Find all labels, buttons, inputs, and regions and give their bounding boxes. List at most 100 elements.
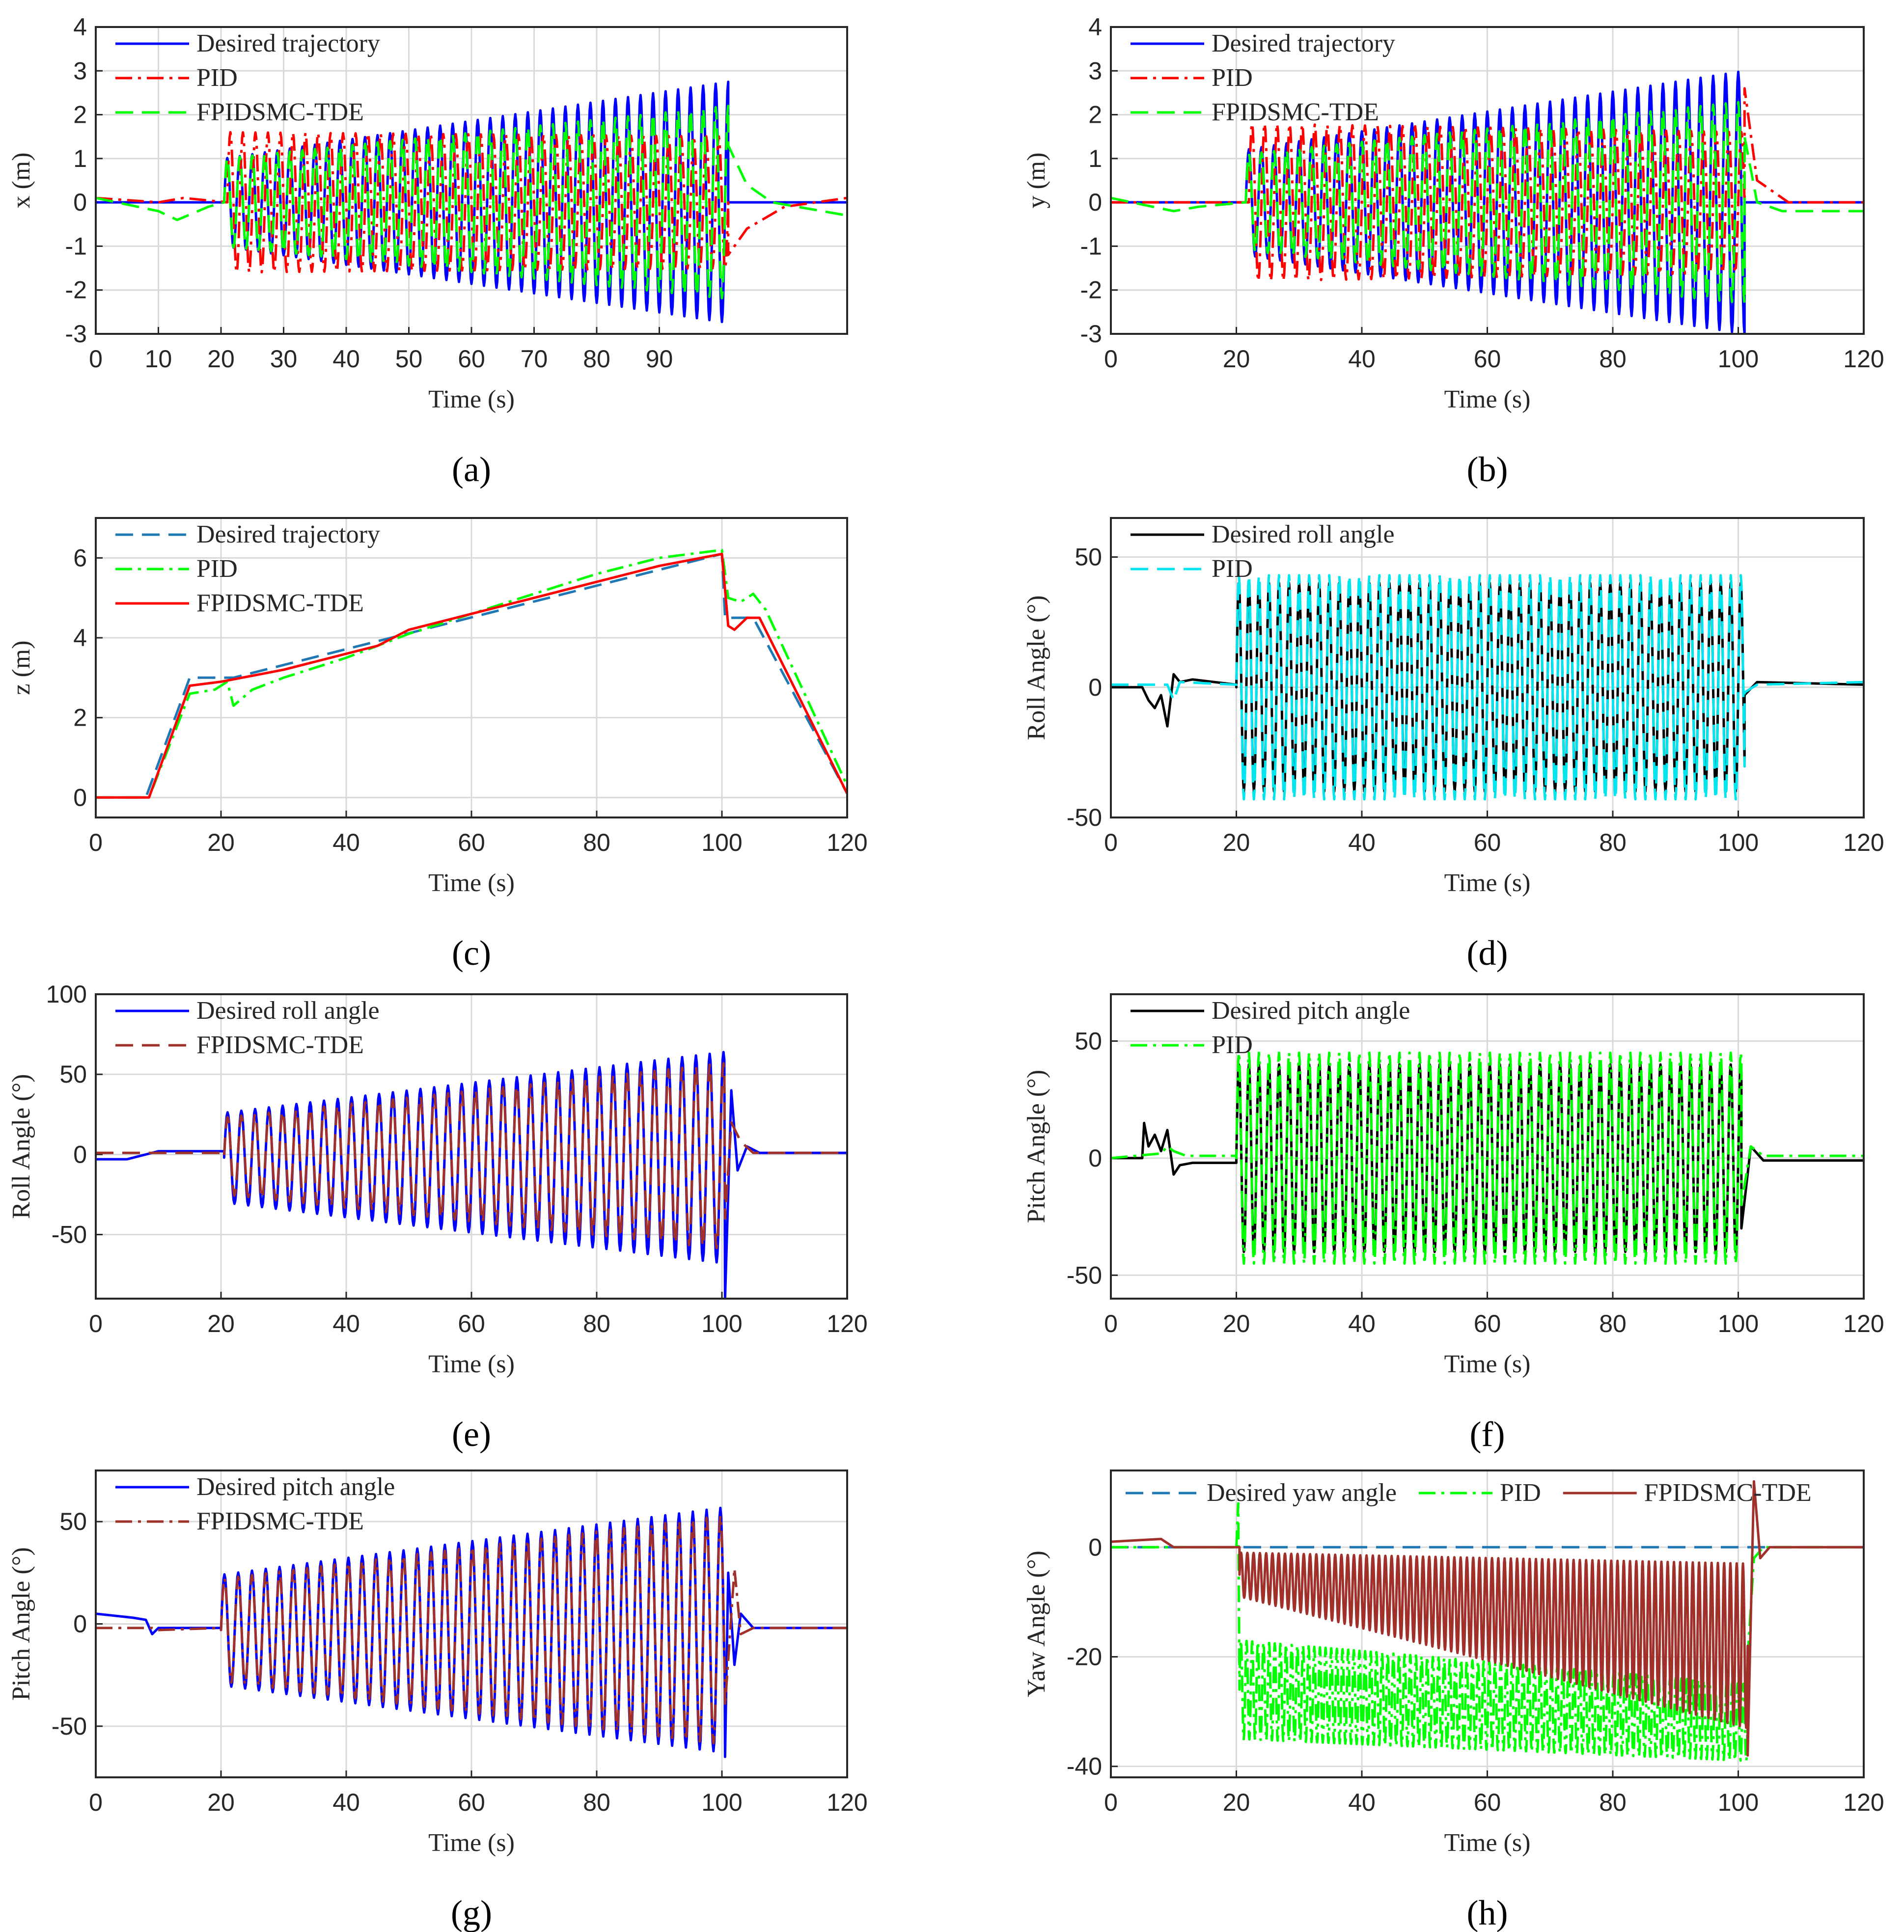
- x-tick-label: 0: [89, 345, 103, 373]
- x-tick-label: 40: [332, 1789, 360, 1816]
- y-axis-label: Yaw Angle (°): [1022, 1551, 1050, 1697]
- x-tick-label: 0: [89, 829, 103, 856]
- x-axis-label: Time (s): [1444, 1829, 1531, 1857]
- series-line: [1111, 101, 1864, 304]
- x-tick-label: 100: [701, 1310, 742, 1337]
- y-tick-label: 3: [1088, 57, 1102, 84]
- panel-a: 0 10 20 30 40 50 60 70 80 90 -3 -2 -1 0 1 2 3 4 Desired tr…: [7, 13, 848, 489]
- panel-caption: (e): [452, 1415, 491, 1454]
- x-tick-label: 40: [1348, 345, 1376, 373]
- y-axis-label: z (m): [7, 640, 35, 695]
- axes-frame: [1110, 517, 1865, 818]
- legend-label: FPIDSMC-TDE: [1644, 1479, 1812, 1507]
- panel-g: 0 20 40 60 80 100 120 -50 0 50 Desired pitch angle…: [7, 1469, 868, 1932]
- y-tick-label: -2: [1080, 276, 1102, 304]
- x-tick-label: 50: [395, 345, 423, 373]
- y-tick-label: 4: [73, 624, 87, 652]
- x-tick-label: 80: [1599, 829, 1627, 856]
- panel-caption: (h): [1467, 1893, 1508, 1932]
- series-line: [96, 1062, 847, 1250]
- x-tick-label: 120: [1843, 1310, 1884, 1337]
- x-tick-label: 60: [458, 1789, 485, 1816]
- x-axis-label: Time (s): [428, 385, 515, 413]
- x-tick-label: 100: [1718, 829, 1759, 856]
- x-tick-label: 40: [332, 829, 360, 856]
- x-tick-label: 20: [1223, 1789, 1250, 1816]
- axes-frame: [95, 993, 848, 1300]
- legend-label: PID: [1212, 64, 1253, 92]
- y-tick-label: 3: [73, 57, 87, 84]
- y-tick-label: 0: [1088, 189, 1102, 216]
- y-tick-label: 0: [1088, 674, 1102, 701]
- y-tick-label: 0: [1088, 1533, 1102, 1561]
- series-line: [96, 548, 847, 799]
- panel-caption: (a): [452, 450, 491, 489]
- x-tick-label: 0: [1104, 1310, 1118, 1337]
- x-tick-label: 100: [1718, 1310, 1759, 1337]
- y-axis-label: x (m): [7, 152, 35, 208]
- x-tick-label: 20: [207, 1789, 235, 1816]
- x-tick-label: 40: [1348, 1310, 1376, 1337]
- panel-caption: (c): [452, 933, 491, 973]
- y-tick-label: -1: [65, 232, 87, 260]
- panel-caption: (f): [1470, 1415, 1505, 1454]
- x-tick-label: 100: [1718, 345, 1759, 373]
- x-tick-label: 60: [458, 1310, 485, 1337]
- x-tick-label: 70: [521, 345, 548, 373]
- series-line: [1111, 574, 1864, 801]
- y-axis-label: Roll Angle (°): [7, 1074, 35, 1219]
- x-tick-label: 60: [1474, 1310, 1501, 1337]
- x-tick-label: 40: [332, 345, 360, 373]
- panel-caption: (b): [1467, 450, 1508, 489]
- x-tick-label: 40: [332, 1310, 360, 1337]
- x-tick-label: 120: [1843, 1789, 1884, 1816]
- y-tick-label: 2: [1088, 101, 1102, 129]
- x-tick-label: 80: [583, 345, 610, 373]
- legend-label: Desired trajectory: [1212, 29, 1395, 57]
- legend-label: PID: [1212, 555, 1253, 583]
- x-axis-label: Time (s): [428, 1350, 515, 1378]
- y-tick-label: 0: [73, 784, 87, 811]
- series-line: [96, 131, 847, 274]
- legend-label: FPIDSMC-TDE: [1212, 98, 1379, 126]
- y-tick-label: -2: [65, 276, 87, 304]
- legend-label: Desired pitch angle: [196, 1473, 395, 1501]
- y-tick-label: -3: [1080, 320, 1102, 348]
- legend-label: Desired roll angle: [196, 997, 380, 1025]
- y-tick-label: 50: [1075, 544, 1102, 571]
- y-tick-label: 50: [59, 1061, 87, 1088]
- y-tick-label: 4: [1088, 13, 1102, 41]
- x-tick-label: 60: [1474, 829, 1501, 856]
- legend-label: Desired trajectory: [196, 29, 380, 57]
- y-tick-label: 50: [1075, 1027, 1102, 1055]
- legend-label: FPIDSMC-TDE: [196, 1031, 364, 1059]
- y-tick-label: 2: [73, 704, 87, 732]
- y-tick-label: 4: [73, 13, 87, 41]
- x-tick-label: 80: [583, 1789, 610, 1816]
- y-tick-label: 100: [46, 980, 87, 1008]
- legend-label: PID: [1212, 1031, 1253, 1059]
- y-tick-label: 1: [73, 145, 87, 172]
- axes-frame: [95, 1469, 848, 1778]
- x-tick-label: 20: [207, 829, 235, 856]
- panel-caption: (d): [1467, 933, 1508, 973]
- y-tick-label: -40: [1067, 1753, 1102, 1780]
- x-tick-label: 100: [701, 1789, 742, 1816]
- series-line: [1111, 87, 1864, 282]
- panel-b: 0 20 40 60 80 100 120 -3 -2 -1 0 1 2 3 4 Desired trajec…: [1022, 13, 1884, 489]
- x-tick-label: 0: [89, 1310, 103, 1337]
- y-tick-label: 0: [73, 1610, 87, 1638]
- series-line: [96, 1506, 847, 1758]
- legend-label: PID: [1500, 1479, 1541, 1507]
- y-tick-label: -50: [1067, 804, 1102, 831]
- legend-label: Desired trajectory: [196, 520, 380, 548]
- axes-frame: [1110, 26, 1865, 335]
- x-tick-label: 100: [701, 829, 742, 856]
- y-axis-label: Pitch Angle (°): [1022, 1070, 1050, 1224]
- x-tick-label: 80: [583, 829, 610, 856]
- y-tick-label: 6: [73, 544, 87, 571]
- x-axis-label: Time (s): [428, 1829, 515, 1857]
- x-tick-label: 80: [1599, 1310, 1627, 1337]
- axes-frame: [1110, 993, 1865, 1300]
